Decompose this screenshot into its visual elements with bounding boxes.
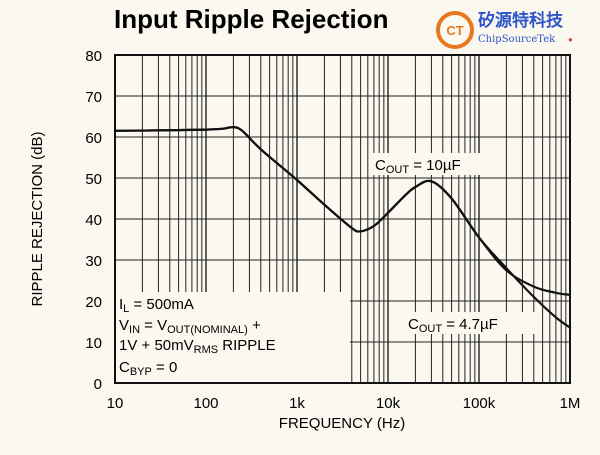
y-tick-label: 70	[85, 89, 102, 106]
conditions-box	[116, 292, 350, 382]
logo-dot-icon: ●	[568, 35, 573, 44]
y-tick-label: 20	[85, 294, 102, 311]
y-axis-label: RIPPLE REJECTION (dB)	[29, 131, 46, 306]
x-tick-label: 1k	[289, 395, 305, 412]
y-tick-label: 80	[85, 48, 102, 65]
y-tick-label: 60	[85, 130, 102, 147]
chart-title: Input Ripple Rejection	[114, 4, 388, 34]
y-tick-label: 40	[85, 212, 102, 229]
x-tick-label: 10k	[376, 395, 401, 412]
x-axis-ticks: 10 100 1k 10k 100k 1M	[107, 395, 581, 412]
y-axis-ticks: 0 10 20 30 40 50 60 70 80	[85, 48, 102, 393]
cout-4p7-box	[405, 312, 535, 334]
x-tick-label: 100k	[463, 395, 496, 412]
y-tick-label: 10	[85, 335, 102, 352]
y-tick-label: 30	[85, 253, 102, 270]
annotation-ripple: 1V + 50mVRMS RIPPLE	[119, 337, 276, 356]
series-line-cout-4p7	[113, 126, 572, 329]
logo-name-en: ChipSourceTek	[478, 34, 556, 45]
x-tick-label: 1M	[560, 395, 581, 412]
x-axis-label: FREQUENCY (Hz)	[279, 415, 405, 432]
annotation-cout-10: COUT = 10µF	[375, 157, 461, 176]
cout-10-box	[372, 153, 492, 175]
logo-mark: CT	[446, 23, 463, 38]
logo-ring-icon	[436, 11, 474, 49]
series-line-cout-10	[113, 126, 572, 296]
annotation-il: IL = 500mA	[119, 296, 194, 315]
y-tick-label: 50	[85, 171, 102, 188]
annotation-vin: VIN = VOUT(NOMINAL) +	[119, 317, 261, 336]
x-tick-label: 10	[107, 395, 124, 412]
x-tick-label: 100	[193, 395, 218, 412]
logo-name-cn: 矽源特科技	[478, 10, 564, 31]
annotation-cout-4p7: COUT = 4.7µF	[408, 316, 498, 335]
plot-frame	[114, 54, 571, 384]
y-tick-label: 0	[94, 376, 102, 393]
annotation-cbyp: CBYP = 0	[119, 359, 177, 378]
chipsourcetek-logo: CT 矽源特科技 ChipSourceTek ●	[436, 10, 573, 49]
curves	[113, 126, 572, 329]
